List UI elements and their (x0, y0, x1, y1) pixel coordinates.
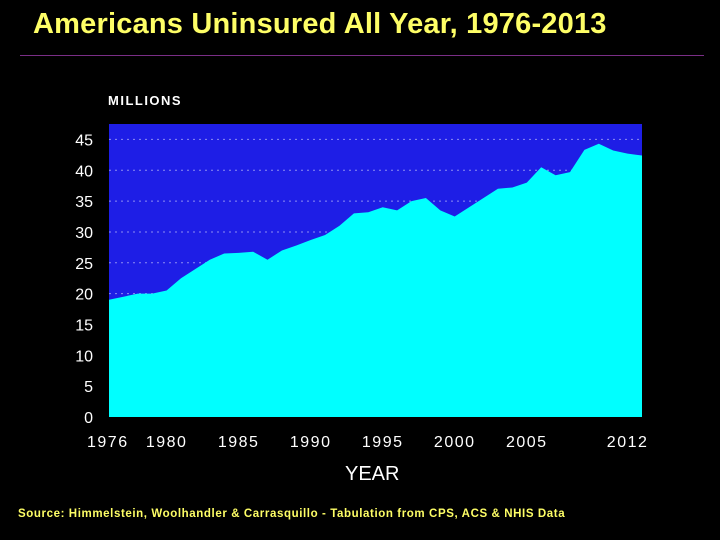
y-tick-label: 30 (75, 225, 93, 242)
x-tick-label: 1980 (146, 434, 188, 451)
y-tick-label: 0 (84, 410, 93, 427)
y-tick-label: 35 (75, 194, 93, 211)
x-tick-label: 2005 (506, 434, 548, 451)
title-divider (20, 55, 704, 56)
x-tick-label: 1976 (87, 434, 129, 451)
y-axis-ticks: 0 5 10 15 20 25 30 35 40 45 (75, 132, 93, 427)
y-tick-label: 45 (75, 132, 93, 149)
y-tick-label: 40 (75, 163, 93, 180)
y-tick-label: 10 (75, 348, 93, 365)
x-tick-label: 2012 (607, 434, 649, 451)
x-axis-title: YEAR (345, 463, 400, 485)
y-tick-label: 25 (75, 256, 93, 273)
y-tick-label: 20 (75, 287, 93, 304)
x-tick-label: 1995 (362, 434, 404, 451)
x-tick-label: 1985 (218, 434, 260, 451)
y-tick-label: 15 (75, 317, 93, 334)
x-tick-label: 2000 (434, 434, 476, 451)
y-tick-label: 5 (84, 379, 93, 396)
x-axis-ticks: 1976 1980 1985 1990 1995 2000 2005 2012 (87, 434, 649, 451)
slide-title: Americans Uninsured All Year, 1976-2013 (33, 8, 607, 40)
x-tick-label: 1990 (290, 434, 332, 451)
source-note: Source: Himmelstein, Woolhandler & Carra… (18, 508, 566, 520)
y-axis-unit-label: MILLIONS (108, 93, 183, 108)
uninsured-area-series (109, 143, 642, 417)
